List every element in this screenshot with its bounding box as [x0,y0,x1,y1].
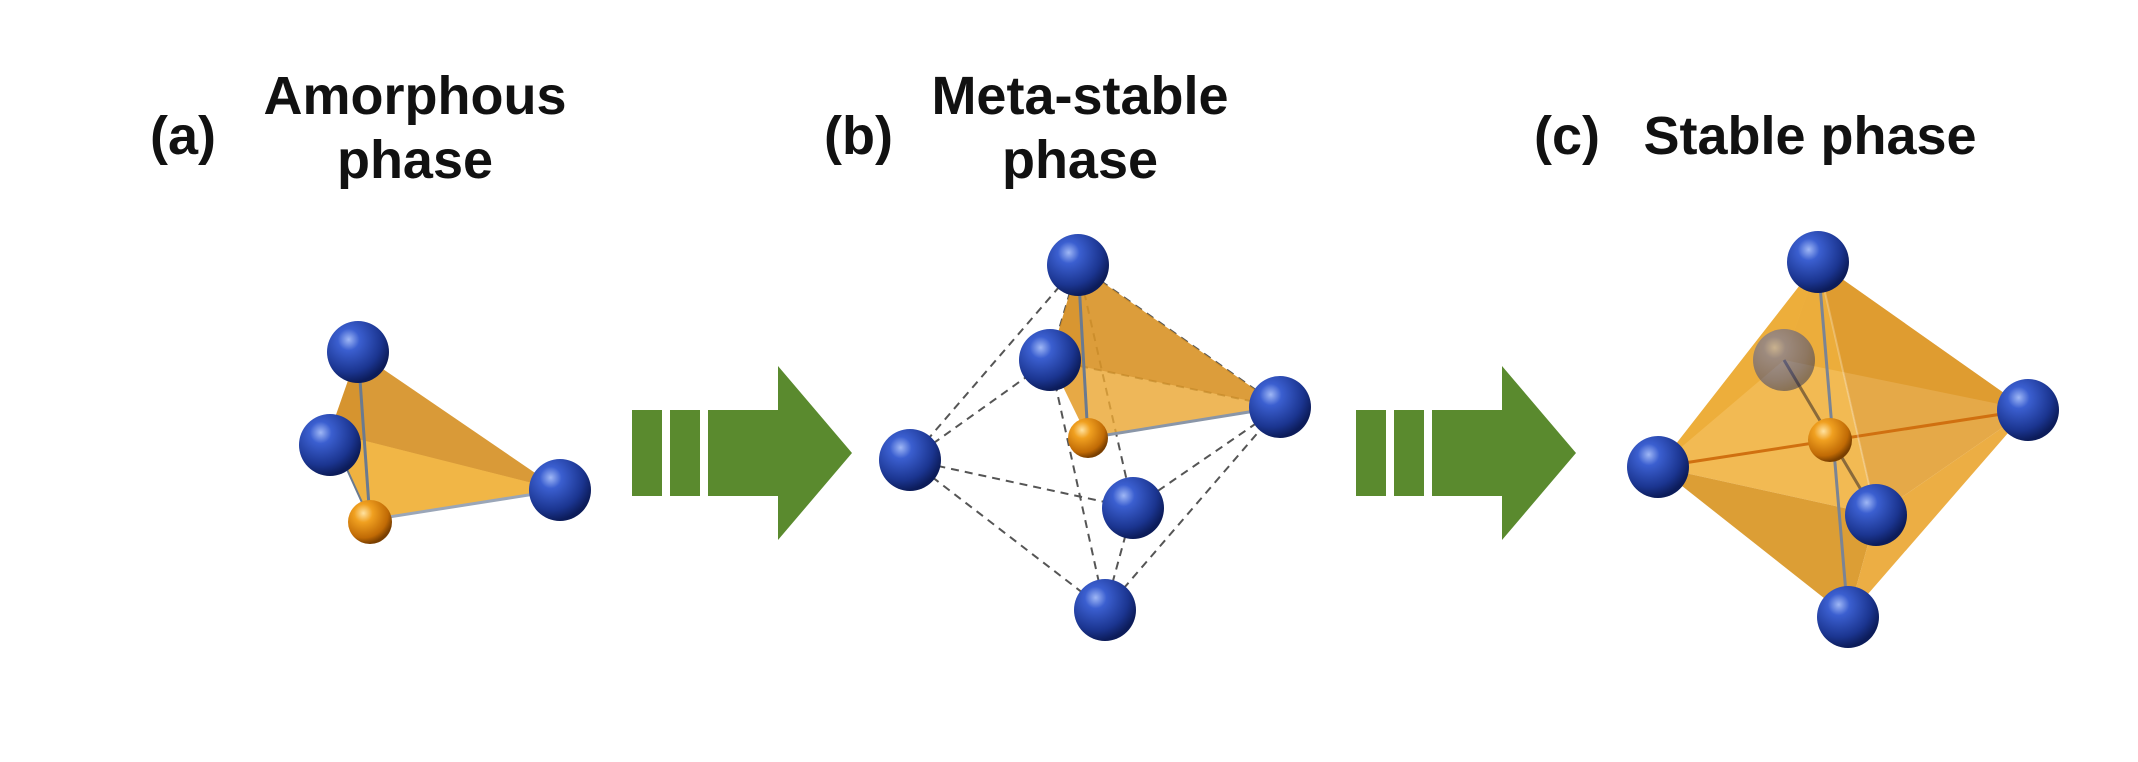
transition-arrow-icon [632,366,852,540]
panel-b-title-line-2: phase [1001,130,1159,190]
anion-atom [299,414,361,476]
panel-c-title-line-1: Stable phase [1643,106,1977,166]
panel-a-title-line-1: Amorphous [263,66,567,126]
anion-atom [1047,234,1109,296]
cation-atom [1068,418,1108,458]
anion-atom [879,429,941,491]
anion-atom [1249,376,1311,438]
anion-atom [1102,477,1164,539]
panel-b-title-line-1: Meta-stable [931,66,1229,126]
panel-a-title-line-2: phase [336,130,494,190]
panel-a-structure [299,321,591,544]
anion-atom [1627,436,1689,498]
anion-atom [529,459,591,521]
anion-atom [1997,379,2059,441]
panel-c-title: Stable phase [1630,104,1990,168]
panel-a-letter: (a) [150,106,216,166]
panel-c-structure [1627,231,2059,648]
anion-atom [1845,484,1907,546]
anion-atom [327,321,389,383]
anion-atom [1817,586,1879,648]
panel-a-title: Amorphous phase [250,64,580,192]
panel-b-structure [879,234,1311,641]
cation-atom [348,500,392,544]
anion-atom [1074,579,1136,641]
transition-arrow-icon [1356,366,1576,540]
panel-b-title: Meta-stable phase [910,64,1250,192]
cation-atom [1808,418,1852,462]
panel-b-letter: (b) [824,106,893,166]
anion-atom [1019,329,1081,391]
anion-atom [1787,231,1849,293]
tetrahedron-polyhedron [329,351,561,522]
anion-atom [1753,329,1815,391]
panel-c-letter: (c) [1534,106,1600,166]
